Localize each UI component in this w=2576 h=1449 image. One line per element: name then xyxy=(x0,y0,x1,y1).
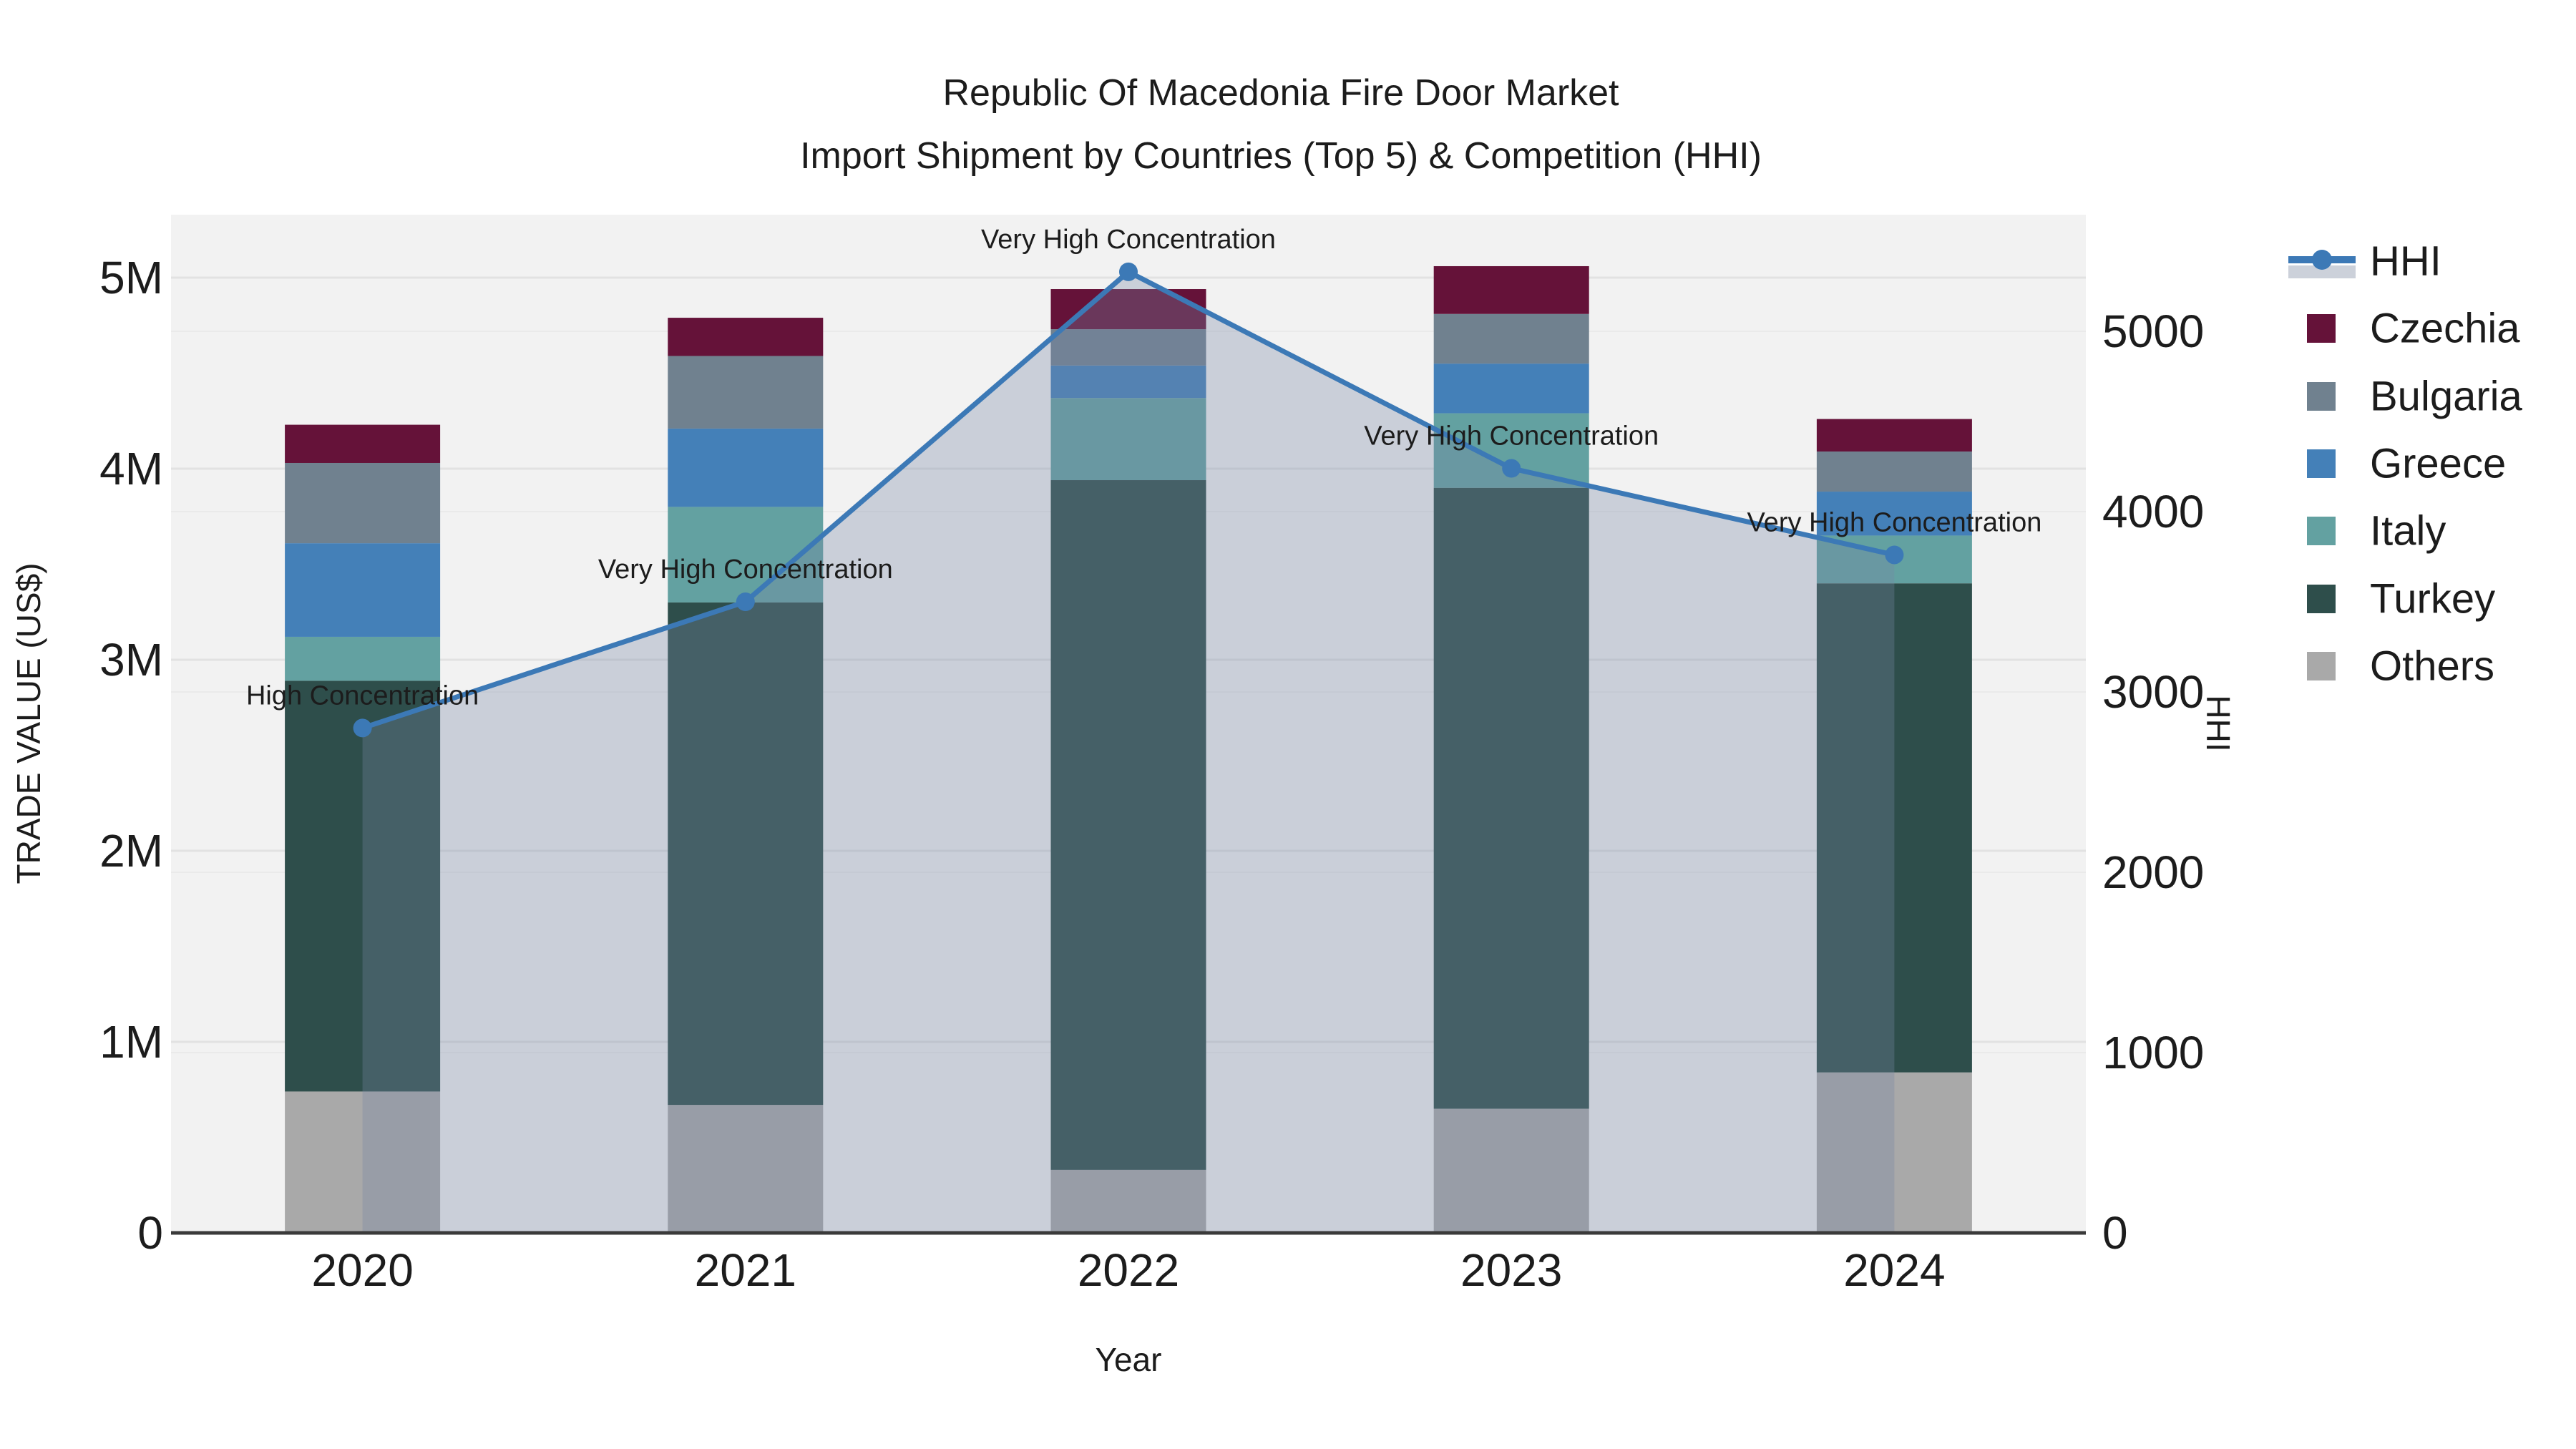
chart-title-line2: Import Shipment by Countries (Top 5) & C… xyxy=(800,135,1762,177)
y-axis-title-right: HHI xyxy=(2200,695,2237,751)
hhi-marker-2022 xyxy=(1119,262,1138,281)
legend-swatch-others xyxy=(2307,652,2336,680)
legend-label-italy: Italy xyxy=(2370,508,2446,555)
bar-segment-greece-2020 xyxy=(285,543,441,637)
legend-item-hhi[interactable]: HHI xyxy=(2288,238,2441,285)
legend-label-greece: Greece xyxy=(2370,441,2506,487)
x-tick-2022: 2022 xyxy=(1078,1244,1179,1296)
bar-segment-bulgaria-2024 xyxy=(1816,451,1972,492)
bar-segment-others-2022 xyxy=(1050,1169,1206,1233)
hhi-marker-2021 xyxy=(736,592,755,611)
annotation-2020: High Concentration xyxy=(246,680,479,711)
y-axis-title-left: TRADE VALUE (US$) xyxy=(10,562,47,884)
bar-segment-others-2023 xyxy=(1433,1108,1589,1233)
hhi-marker-2024 xyxy=(1885,545,1904,565)
legend-swatch-czechia xyxy=(2307,314,2336,343)
annotation-2023: Very High Concentration xyxy=(1364,421,1659,452)
legend-label-czechia: Czechia xyxy=(2370,306,2520,352)
legend-label-hhi: HHI xyxy=(2370,238,2441,285)
x-tick-2021: 2021 xyxy=(695,1244,796,1296)
legend-item-greece[interactable]: Greece xyxy=(2307,441,2506,487)
bar-segment-czechia-2023 xyxy=(1433,265,1589,314)
bar-segment-greece-2022 xyxy=(1050,365,1206,399)
y-right-tick-0: 0 xyxy=(2102,1207,2128,1259)
legend-swatch-turkey xyxy=(2307,585,2336,613)
legend-label-turkey: Turkey xyxy=(2370,576,2495,623)
hhi-legend-marker-icon xyxy=(2312,250,2332,270)
legend-label-bulgaria: Bulgaria xyxy=(2370,374,2523,420)
bar-segment-turkey-2024 xyxy=(1816,583,1972,1073)
hhi-area-fill xyxy=(362,271,1895,1234)
annotation-2021: Very High Concentration xyxy=(598,555,893,585)
bar-segment-greece-2024 xyxy=(1816,492,1972,536)
bar-segment-czechia-2020 xyxy=(285,424,441,463)
y-left-tick-1M: 1M xyxy=(99,1016,163,1068)
bar-segment-others-2021 xyxy=(668,1105,824,1233)
annotation-2022: Very High Concentration xyxy=(981,225,1276,255)
y-right-tick-5000: 5000 xyxy=(2102,306,2204,357)
legend-label-others: Others xyxy=(2370,643,2494,690)
legend-swatch-bulgaria xyxy=(2307,382,2336,411)
bar-segment-bulgaria-2020 xyxy=(285,462,441,544)
y-left-tick-2M: 2M xyxy=(99,825,163,877)
legend-item-czechia[interactable]: Czechia xyxy=(2307,306,2520,352)
legend-item-italy[interactable]: Italy xyxy=(2307,508,2446,555)
y-right-tick-1000: 1000 xyxy=(2102,1027,2204,1078)
legend-item-bulgaria[interactable]: Bulgaria xyxy=(2307,374,2523,420)
bar-segment-italy-2020 xyxy=(285,636,441,681)
chart-title-line1: Republic Of Macedonia Fire Door Market xyxy=(942,72,1619,114)
bar-segment-greece-2023 xyxy=(1433,364,1589,414)
bar-segment-others-2020 xyxy=(285,1091,441,1233)
y-left-tick-3M: 3M xyxy=(99,634,163,686)
y-left-tick-4M: 4M xyxy=(99,443,163,494)
hhi-marker-2020 xyxy=(353,718,372,738)
y-right-tick-4000: 4000 xyxy=(2102,486,2204,537)
bar-segment-bulgaria-2022 xyxy=(1050,329,1206,366)
y-left-tick-0: 0 xyxy=(137,1207,163,1259)
bar-segment-turkey-2022 xyxy=(1050,480,1206,1170)
x-tick-2024: 2024 xyxy=(1843,1244,1945,1296)
bar-segment-italy-2022 xyxy=(1050,398,1206,481)
plot-area: High Concentration Very High Concentratio… xyxy=(99,215,2204,1296)
legend-swatch-italy xyxy=(2307,517,2336,545)
legend-item-others[interactable]: Others xyxy=(2307,643,2494,690)
y-right-tick-3000: 3000 xyxy=(2102,666,2204,718)
y-left-tick-5M: 5M xyxy=(99,252,163,303)
hhi-legend-area-swatch xyxy=(2288,265,2356,278)
bar-segment-czechia-2024 xyxy=(1816,419,1972,452)
legend: HHI Czechia Bulgaria Greece Italy Turkey Other… xyxy=(2288,238,2523,690)
x-tick-2020: 2020 xyxy=(311,1244,413,1296)
bar-segment-greece-2021 xyxy=(668,428,824,507)
y-right-tick-2000: 2000 xyxy=(2102,847,2204,898)
legend-swatch-greece xyxy=(2307,449,2336,478)
bar-segment-others-2024 xyxy=(1816,1072,1972,1233)
bar-segment-turkey-2021 xyxy=(668,602,824,1106)
bar-segment-bulgaria-2021 xyxy=(668,356,824,429)
hhi-marker-2023 xyxy=(1502,459,1521,478)
x-axis-title: Year xyxy=(1096,1341,1162,1378)
bar-segment-turkey-2023 xyxy=(1433,487,1589,1109)
legend-item-turkey[interactable]: Turkey xyxy=(2307,576,2495,623)
bar-segment-bulgaria-2023 xyxy=(1433,313,1589,364)
bar-segment-czechia-2021 xyxy=(668,318,824,356)
bar-segment-turkey-2020 xyxy=(285,680,441,1092)
x-tick-2023: 2023 xyxy=(1460,1244,1562,1296)
annotation-2024: Very High Concentration xyxy=(1747,507,2041,537)
